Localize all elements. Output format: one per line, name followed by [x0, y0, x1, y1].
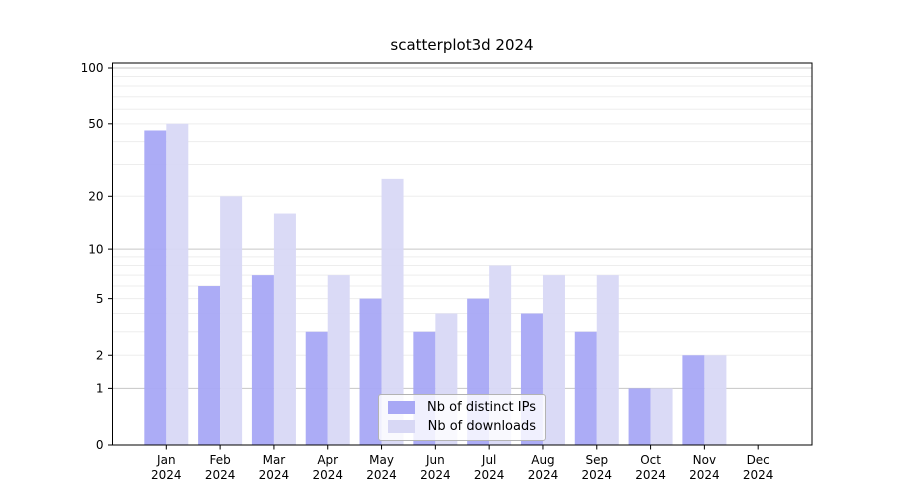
x-tick-label-month: Jan	[156, 453, 176, 467]
bar-downloads-jan	[166, 123, 189, 445]
bar-downloads-apr	[327, 275, 350, 445]
x-tick-label-year: 2024	[151, 468, 182, 482]
y-tick-label: 1	[96, 382, 104, 396]
bar-downloads-oct	[650, 388, 673, 445]
legend-swatch-distinct-ips	[388, 401, 415, 414]
x-tick-label-year: 2024	[205, 468, 236, 482]
bar-distinct-ips-sep	[574, 331, 597, 445]
bar-distinct-ips-apr	[305, 331, 328, 445]
bar-downloads-nov	[704, 355, 727, 445]
x-tick-label-year: 2024	[259, 468, 290, 482]
bar-downloads-feb	[220, 196, 243, 445]
x-tick-label-month: Apr	[317, 453, 338, 467]
legend: Nb of distinct IPs Nb of downloads	[378, 394, 546, 441]
x-tick-label-month: Jul	[481, 453, 496, 467]
chart-title: scatterplot3d 2024	[390, 36, 534, 54]
y-tick-label: 5	[96, 292, 104, 306]
x-tick-label-year: 2024	[528, 468, 559, 482]
bar-downloads-sep	[596, 275, 619, 445]
y-tick-label: 0	[96, 438, 104, 452]
x-tick-label-year: 2024	[743, 468, 774, 482]
x-tick-label-year: 2024	[474, 468, 505, 482]
bar-distinct-ips-nov	[682, 355, 705, 445]
bar-downloads-may	[381, 178, 404, 445]
legend-swatch-downloads	[388, 420, 415, 433]
bar-downloads-aug	[542, 275, 565, 445]
bar-distinct-ips-mar	[251, 275, 274, 445]
legend-item-distinct-ips: Nb of distinct IPs	[388, 400, 536, 415]
x-tick-label-month: Dec	[747, 453, 770, 467]
x-tick-label-year: 2024	[635, 468, 666, 482]
plot-frame	[112, 62, 813, 446]
x-tick-label-month: Aug	[531, 453, 554, 467]
bar-distinct-ips-may	[359, 298, 382, 445]
y-tick-label: 20	[88, 189, 103, 203]
x-tick-label-month: May	[369, 453, 394, 467]
x-tick-label-year: 2024	[689, 468, 720, 482]
x-tick-label-year: 2024	[581, 468, 612, 482]
x-tick-label-year: 2024	[420, 468, 451, 482]
x-tick-label-month: Feb	[209, 453, 230, 467]
legend-label-distinct-ips: Nb of distinct IPs	[427, 400, 536, 415]
y-tick-label: 2	[96, 348, 104, 362]
x-tick-label-month: Mar	[263, 453, 286, 467]
legend-item-downloads: Nb of downloads	[388, 419, 536, 434]
x-tick-label-month: Sep	[585, 453, 608, 467]
bar-distinct-ips-jan	[144, 130, 167, 445]
bar-downloads-mar	[273, 213, 296, 445]
x-tick-label-year: 2024	[312, 468, 343, 482]
bar-distinct-ips-feb	[198, 286, 221, 445]
x-tick-label-month: Jun	[425, 453, 445, 467]
legend-label-downloads: Nb of downloads	[427, 419, 536, 434]
x-tick-label-month: Nov	[693, 453, 716, 467]
y-tick-label: 100	[81, 61, 104, 75]
x-tick-label-year: 2024	[366, 468, 397, 482]
y-tick-label: 10	[88, 242, 103, 256]
bar-distinct-ips-oct	[628, 388, 651, 445]
y-tick-label: 50	[88, 117, 103, 131]
x-tick-label-month: Oct	[640, 453, 661, 467]
